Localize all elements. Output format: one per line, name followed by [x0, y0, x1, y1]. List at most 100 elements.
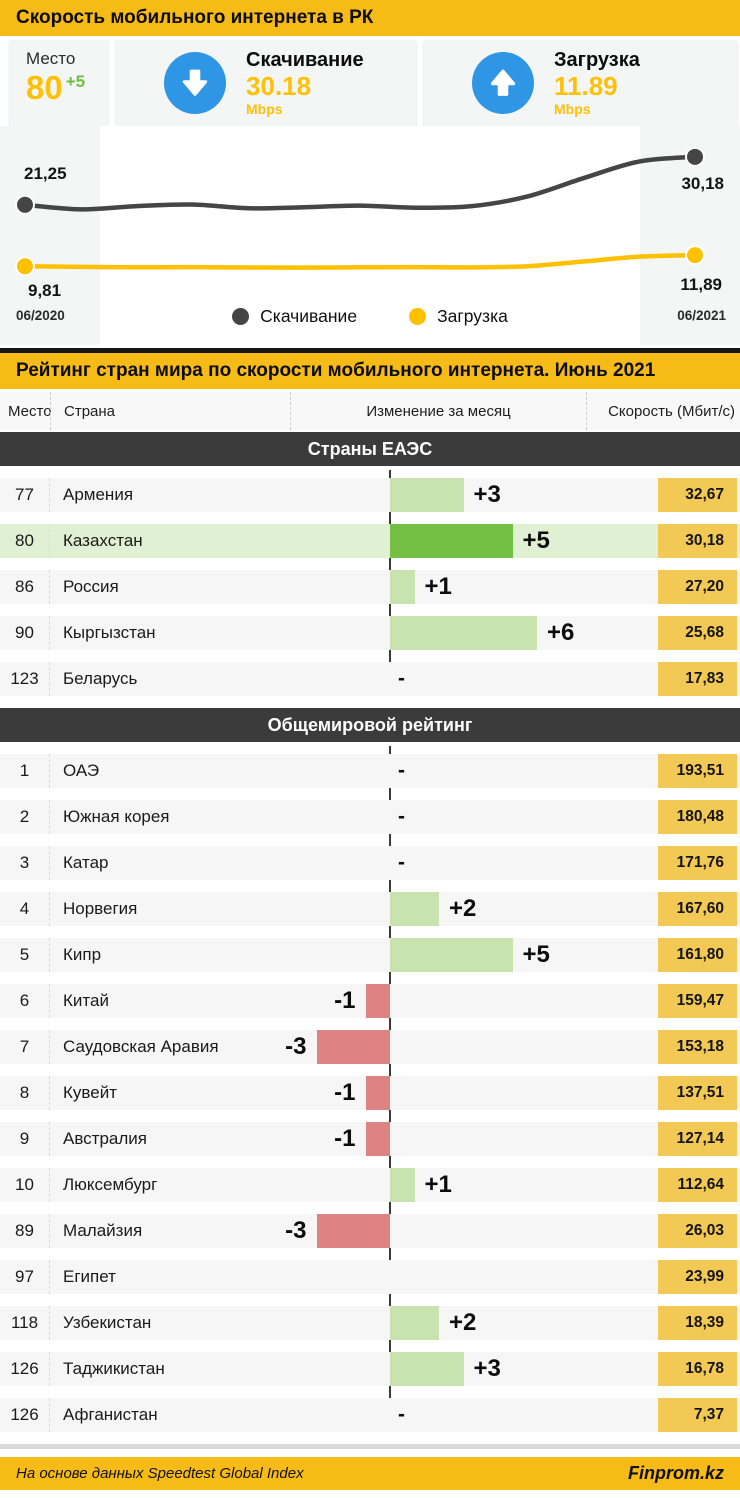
- country-cell: Египет: [63, 1267, 116, 1286]
- rank-cell: 126: [0, 1352, 50, 1386]
- upload-legend-dot-icon: [409, 308, 427, 325]
- section-band: Общемировой рейтинг: [0, 708, 740, 742]
- country-cell: Кыргызстан: [63, 623, 156, 642]
- rank-cell: 2: [0, 800, 50, 834]
- change-bar: [316, 1030, 390, 1064]
- speed-value: 167,60: [658, 892, 737, 926]
- page-header: Скорость мобильного интернета в РК: [0, 0, 740, 36]
- upload-text: Загрузка 11.89 Mbps: [554, 49, 640, 117]
- change-label: +2: [449, 1309, 477, 1336]
- change-label: +5: [522, 527, 550, 554]
- rank-cell: 5: [0, 938, 50, 972]
- download-text: Скачивание 30.18 Mbps: [246, 49, 364, 117]
- country-cell: Люксембург: [63, 1175, 158, 1194]
- speed-value: 153,18: [658, 1030, 737, 1064]
- ranking-header: Рейтинг стран мира по скорости мобильног…: [0, 348, 740, 389]
- change-bar: [390, 892, 439, 926]
- change-label: +5: [522, 941, 550, 968]
- rank-cell: 80: [0, 524, 50, 558]
- brand-logo: Finprom.kz: [627, 1463, 724, 1483]
- download-unit: Mbps: [246, 100, 283, 117]
- speed-value: 23,99: [658, 1260, 737, 1294]
- footer-divider: [0, 1444, 740, 1449]
- speed-value: 30,18: [658, 524, 737, 558]
- rank-cell: 8: [0, 1076, 50, 1110]
- column-header-rank: Место: [8, 402, 52, 420]
- speed-value: 171,76: [658, 846, 737, 880]
- x-axis-start-label: 06/2020: [16, 308, 65, 323]
- country-cell: Норвегия: [63, 899, 138, 918]
- download-label: Скачивание: [246, 49, 364, 72]
- download-value: 30.18: [246, 71, 312, 102]
- change-label: +2: [449, 895, 477, 922]
- country-cell: Кувейт: [63, 1083, 117, 1102]
- change-label: +3: [473, 481, 501, 508]
- speed-value: 25,68: [658, 616, 737, 650]
- rank-number: 80: [26, 69, 63, 106]
- speed-value: 26,03: [658, 1214, 737, 1248]
- rank-cell: 89: [0, 1214, 50, 1248]
- data-source-note: На основе данных Speedtest Global Index: [16, 1465, 304, 1482]
- speed-value: 7,37: [658, 1398, 737, 1432]
- table-row: 118 Узбекистан +2 18,39: [0, 1306, 740, 1340]
- change-label: -: [398, 1403, 405, 1426]
- country-cell: Австралия: [63, 1129, 147, 1148]
- speed-value: 193,51: [658, 754, 737, 788]
- speed-value: 180,48: [658, 800, 737, 834]
- speed-value: 16,78: [658, 1352, 737, 1386]
- rank-cell: 3: [0, 846, 50, 880]
- rank-cell: 4: [0, 892, 50, 926]
- change-label: -1: [334, 1125, 356, 1152]
- change-label: -3: [285, 1217, 307, 1244]
- speed-value: 159,47: [658, 984, 737, 1018]
- change-label: -: [398, 759, 405, 782]
- legend-item-upload: Загрузка: [409, 306, 508, 327]
- legend-item-download: Скачивание: [232, 306, 357, 327]
- table-row: 9 Австралия -1 127,14: [0, 1122, 740, 1156]
- change-bar: [390, 1168, 415, 1202]
- section-band: Страны ЕАЭС: [0, 432, 740, 466]
- table-row: 126 Таджикистан +3 16,78: [0, 1352, 740, 1386]
- country-cell: Афганистан: [63, 1405, 158, 1424]
- rank-value: 80 +5: [26, 69, 108, 107]
- change-label: -: [398, 851, 405, 874]
- rank-cell: 86: [0, 570, 50, 604]
- column-header-change: Изменение за месяц: [290, 392, 586, 430]
- change-bar: [390, 570, 415, 604]
- change-bar: [390, 938, 513, 972]
- download-end-label: 30,18: [681, 174, 724, 193]
- change-bar: [365, 1076, 390, 1110]
- chart-left-panel: [0, 126, 100, 345]
- legend-upload-label: Загрузка: [437, 306, 508, 326]
- table-row: 5 Кипр +5 161,80: [0, 938, 740, 972]
- speed-value: 127,14: [658, 1122, 737, 1156]
- table-row: 123 Беларусь - 17,83: [0, 662, 740, 696]
- upload-label: Загрузка: [554, 49, 640, 72]
- download-panel: Скачивание 30.18 Mbps: [116, 40, 416, 126]
- upload-unit: Mbps: [554, 100, 591, 117]
- table-row: 3 Катар - 171,76: [0, 846, 740, 880]
- table-row: 4 Норвегия +2 167,60: [0, 892, 740, 926]
- rank-cell: 97: [0, 1260, 50, 1294]
- upload-start-label: 9,81: [28, 281, 62, 300]
- table-row: 89 Малайзия -3 26,03: [0, 1214, 740, 1248]
- upload-value: 11.89: [554, 71, 618, 102]
- change-bar: [390, 1306, 439, 1340]
- upload-panel: Загрузка 11.89 Mbps: [424, 40, 737, 126]
- download-legend-dot-icon: [232, 308, 250, 325]
- change-label: -1: [334, 1079, 356, 1106]
- speed-value: 18,39: [658, 1306, 737, 1340]
- country-cell: Узбекистан: [63, 1313, 152, 1332]
- change-bar: [365, 984, 390, 1018]
- section-rows: 1 ОАЭ -193,51 2 Южная корея -180,48 3 Катар -171…: [0, 742, 740, 1432]
- rank-cell: 118: [0, 1306, 50, 1340]
- change-label: +1: [424, 1171, 452, 1198]
- change-bar: [390, 1352, 464, 1386]
- country-cell: Кипр: [63, 945, 102, 964]
- speed-value: 161,80: [658, 938, 737, 972]
- x-axis-end-label: 06/2021: [677, 308, 726, 323]
- ranking-table: Страны ЕАЭС 77 Армения +3 32,67 80 Казахстан +5…: [0, 432, 740, 1432]
- arrow-up-circle-icon: [472, 52, 534, 114]
- change-label: -: [398, 667, 405, 690]
- line-chart-canvas: [15, 146, 705, 277]
